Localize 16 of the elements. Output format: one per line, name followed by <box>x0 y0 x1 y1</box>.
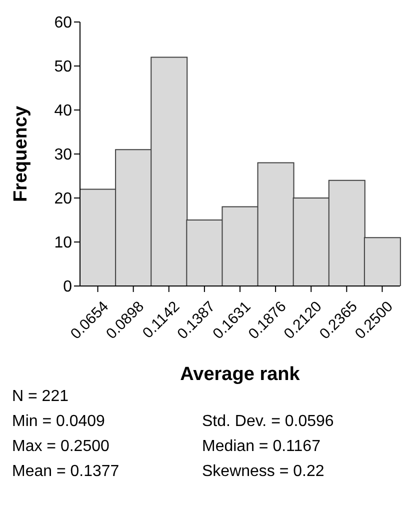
text: Mean = 0.1377 <box>12 462 120 482</box>
x-axis-title: Average rank <box>180 364 300 385</box>
text: Max = 0.2500 <box>12 437 110 457</box>
text: N = 221 <box>12 387 70 407</box>
y-tick-label: 0 <box>63 278 72 296</box>
y-axis-title: Frequency <box>10 106 32 202</box>
text: Skewness = 0.22 <box>202 462 326 482</box>
text: Min = 0.0409 <box>12 412 106 432</box>
text: Median = 0.1167 <box>202 437 322 457</box>
text: Std. Dev. = 0.0596 <box>202 412 335 432</box>
y-tick-label: 50 <box>54 58 72 76</box>
y-tick-label: 10 <box>54 234 72 252</box>
y-tick-label: 60 <box>54 14 72 32</box>
y-tick-label: 30 <box>54 146 72 164</box>
y-tick-label: 20 <box>54 190 72 208</box>
y-tick-label: 40 <box>54 102 72 120</box>
